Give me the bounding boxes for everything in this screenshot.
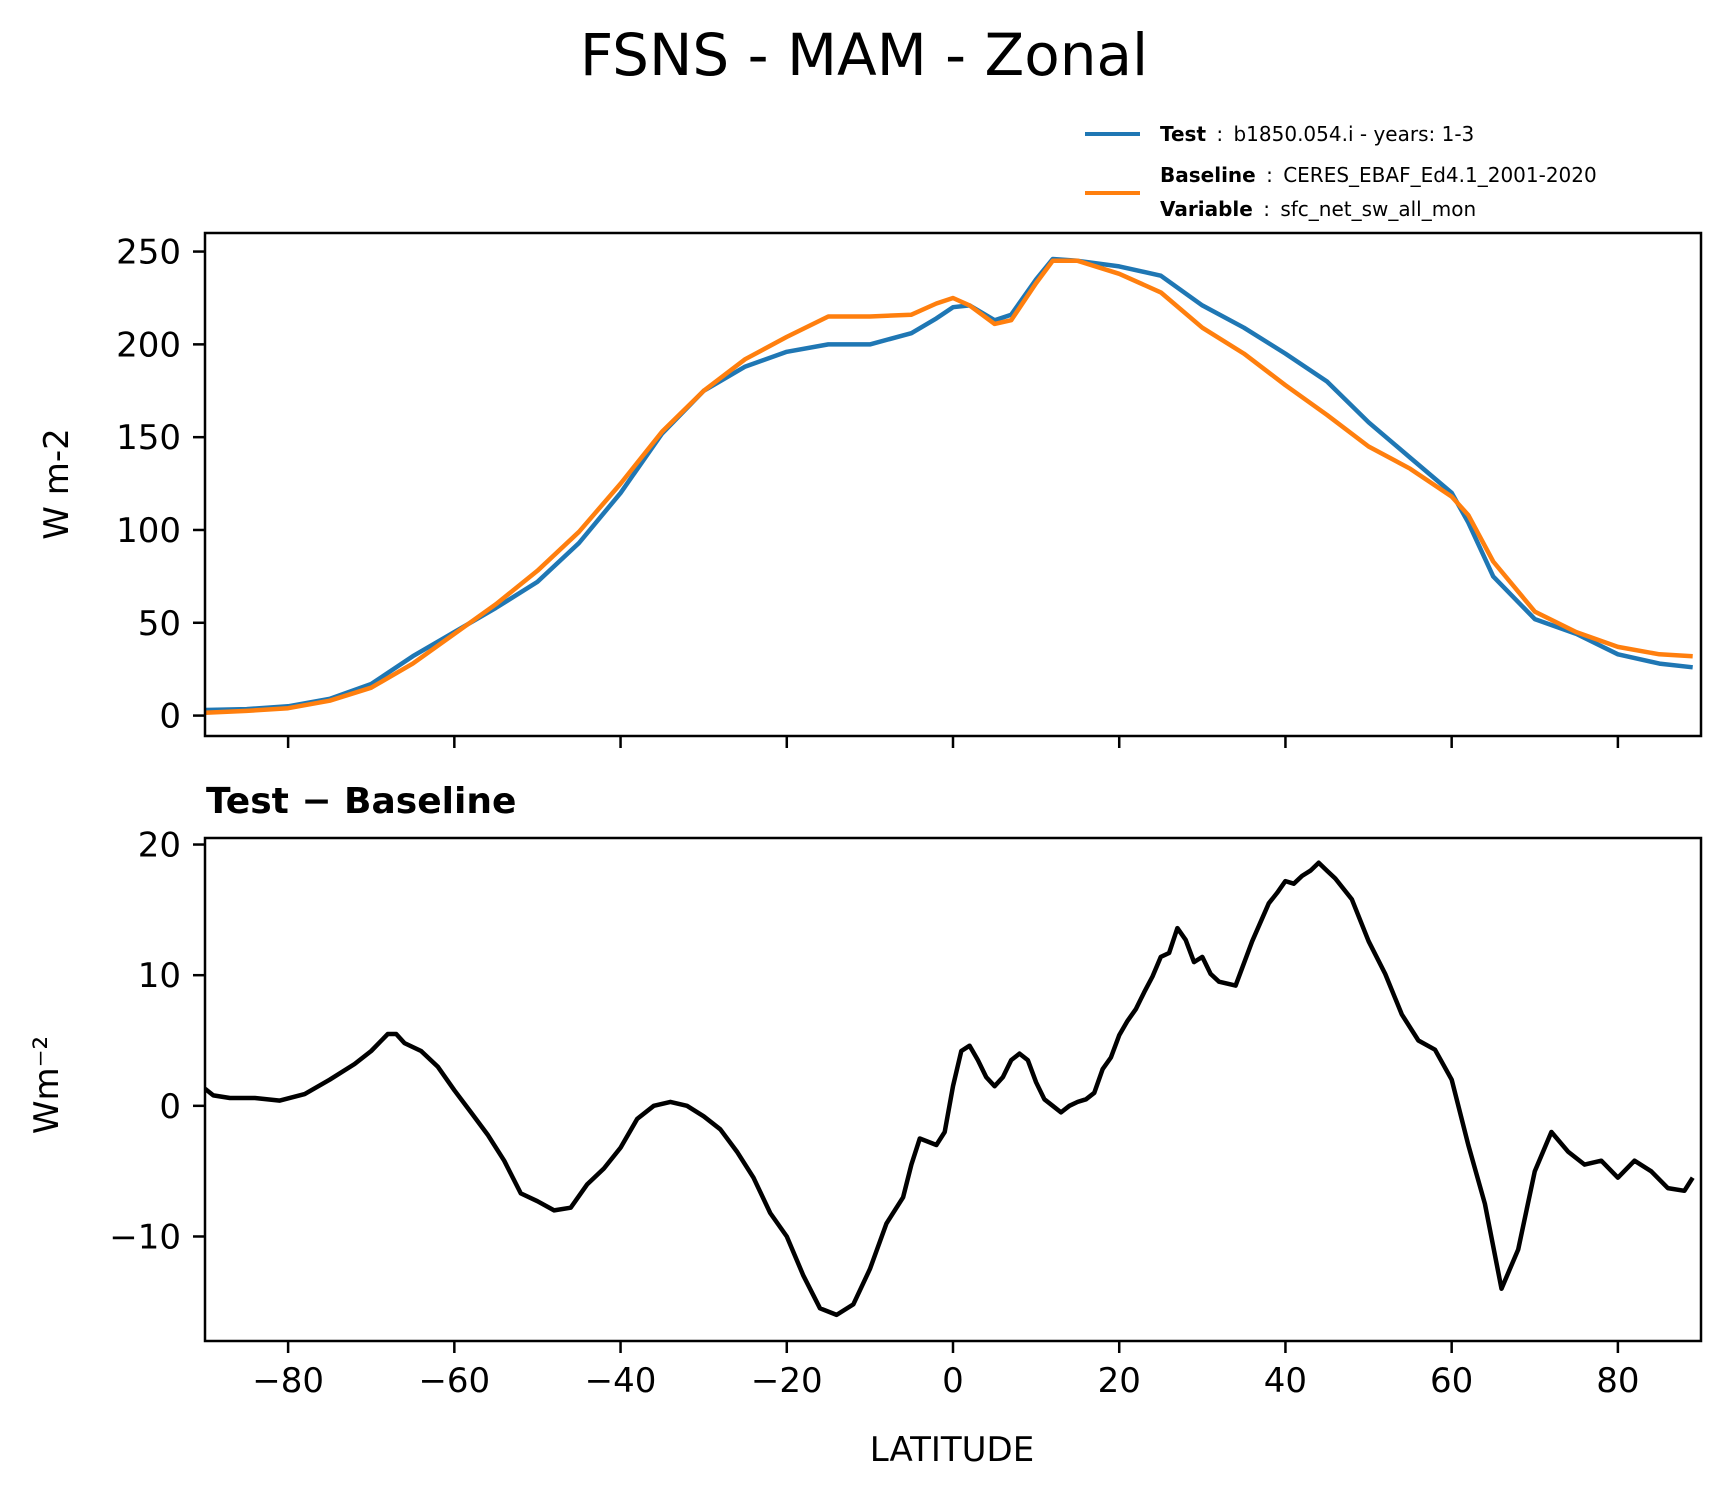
x-tick-label: −60 [418, 1361, 490, 1401]
legend: Test : b1850.054.i - years: 1-3 Baseline… [1085, 122, 1597, 221]
legend-variable-key: Variable [1160, 197, 1253, 221]
svg-text:Baseline : CERES_E: Baseline : CERES_EBAF_Ed4.1_2001-2020 [1160, 163, 1597, 187]
y-tick-label: 50 [138, 604, 181, 644]
y-tick-label: 10 [138, 956, 181, 996]
x-tick-label: 40 [1264, 1361, 1307, 1401]
legend-variable-sep: : [1263, 197, 1270, 221]
x-tick-label: −80 [252, 1361, 324, 1401]
x-tick-label: −40 [585, 1361, 657, 1401]
x-tick-label: 20 [1098, 1361, 1141, 1401]
y-tick-label: 100 [116, 511, 181, 551]
top-panel: 0 50 100 150 200 250 W m-2 [37, 231, 1703, 748]
legend-baseline-key: Baseline [1160, 163, 1256, 187]
legend-test-text: b1850.054.i - years: 1-3 [1233, 122, 1474, 146]
y-tick-label: 0 [159, 1087, 181, 1127]
figure-title: FSNS - MAM - Zonal [580, 21, 1148, 89]
svg-text:Test : b1850.054.i: Test : b1850.054.i - years: 1-3 [1160, 122, 1474, 146]
series-line-0-0 [205, 256, 1693, 713]
series-line-1-0 [205, 860, 1695, 1318]
y-tick-label: 20 [138, 826, 181, 866]
y-tick-label: 200 [116, 325, 181, 365]
bottom-panel-title: Test − Baseline [206, 781, 516, 822]
y-tick-label: 250 [116, 233, 181, 273]
x-tick-label: 60 [1430, 1361, 1473, 1401]
legend-test-key: Test [1160, 122, 1206, 146]
legend-baseline-text: CERES_EBAF_Ed4.1_2001-2020 [1283, 163, 1597, 187]
y-tick-label: 150 [116, 418, 181, 458]
x-tick-label: 0 [942, 1361, 964, 1401]
y-tick-label: 0 [159, 697, 181, 737]
legend-test-sep: : [1216, 122, 1223, 146]
bottom-panel: Test − Baseline −80 −60 −40 −20 0 20 40 60 80 −10… [27, 781, 1703, 1470]
top-ticks: 0 50 100 150 200 250 [116, 233, 1620, 748]
top-series-group [205, 256, 1693, 716]
top-y-axis-label: W m-2 [37, 428, 77, 539]
legend-variable-text: sfc_net_sw_all_mon [1280, 197, 1476, 221]
bottom-ticks: −80 −60 −40 −20 0 20 40 60 80 −10 0 10 20 [109, 826, 1639, 1401]
x-tick-label: −20 [751, 1361, 823, 1401]
x-tick-label: 80 [1596, 1361, 1639, 1401]
svg-text:Variable : sfc_net: Variable : sfc_net_sw_all_mon [1160, 197, 1476, 221]
bottom-series-group [205, 860, 1695, 1318]
x-axis-label: LATITUDE [870, 1430, 1034, 1470]
legend-baseline-sep: : [1266, 163, 1273, 187]
y-tick-label: −10 [109, 1217, 181, 1257]
bottom-y-axis-label: Wm⁻² [27, 1036, 67, 1134]
series-line-0-1 [205, 258, 1693, 716]
